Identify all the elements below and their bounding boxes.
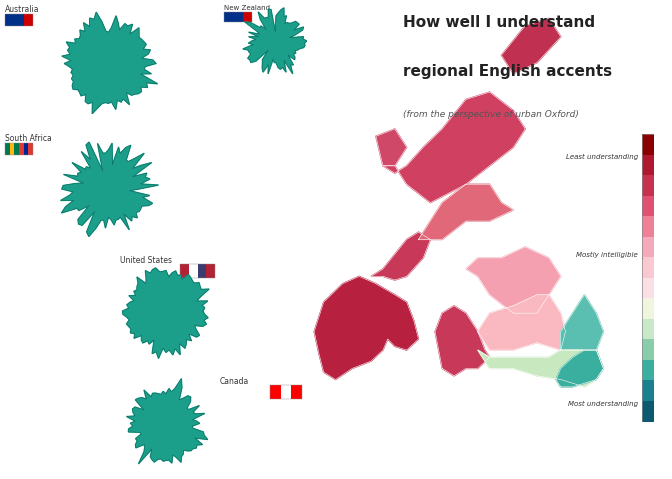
Polygon shape (435, 306, 490, 376)
Text: Australia: Australia (5, 5, 40, 14)
Bar (224, 12, 252, 22)
Bar (642, 401, 654, 422)
Bar (642, 278, 654, 298)
Bar (14, 143, 19, 155)
Polygon shape (376, 129, 407, 166)
Text: Canada: Canada (220, 377, 249, 386)
Bar (5, 14, 14, 26)
Text: New Zealand: New Zealand (224, 5, 270, 11)
Bar (9, 143, 14, 155)
Bar (224, 12, 233, 22)
Bar (198, 264, 206, 278)
Bar (270, 385, 281, 399)
Bar (642, 298, 654, 319)
Bar (642, 216, 654, 237)
Bar (19, 143, 24, 155)
Bar (281, 385, 292, 399)
Bar (180, 264, 215, 278)
Text: Mostly intelligible: Mostly intelligible (577, 252, 638, 258)
Bar (642, 319, 654, 340)
Polygon shape (466, 247, 560, 313)
Bar (642, 340, 654, 360)
Bar (292, 385, 302, 399)
Text: How well I understand: How well I understand (403, 15, 595, 30)
Bar (642, 155, 654, 175)
Bar (642, 237, 654, 257)
Bar (5, 143, 9, 155)
Text: Least understanding: Least understanding (566, 154, 638, 160)
Polygon shape (478, 350, 603, 387)
Polygon shape (478, 295, 565, 350)
Text: United States: United States (120, 256, 172, 265)
Text: Most understanding: Most understanding (568, 401, 638, 407)
Bar (642, 175, 654, 196)
Polygon shape (371, 232, 430, 280)
Polygon shape (501, 18, 560, 74)
Polygon shape (126, 379, 208, 464)
Polygon shape (60, 142, 159, 237)
Bar (642, 360, 654, 380)
Polygon shape (62, 12, 158, 114)
Bar (642, 257, 654, 278)
Polygon shape (556, 350, 603, 387)
Bar (233, 12, 243, 22)
Bar (28, 143, 33, 155)
Polygon shape (314, 276, 419, 379)
Text: (from the perspective of urban Oxford): (from the perspective of urban Oxford) (403, 110, 579, 119)
Polygon shape (122, 268, 209, 358)
Polygon shape (243, 8, 306, 74)
Bar (5, 14, 33, 26)
Text: South Africa: South Africa (5, 134, 52, 143)
Bar (24, 143, 28, 155)
Bar (180, 264, 189, 278)
Bar (642, 134, 654, 155)
Polygon shape (383, 92, 526, 203)
Bar (243, 12, 252, 22)
Bar (24, 14, 33, 26)
Bar (5, 143, 33, 155)
Bar (642, 380, 654, 401)
Bar (14, 14, 24, 26)
Bar (206, 264, 215, 278)
Polygon shape (419, 184, 513, 240)
Bar (270, 385, 302, 399)
Polygon shape (560, 295, 603, 350)
Text: regional English accents: regional English accents (403, 64, 612, 79)
Bar (189, 264, 198, 278)
Bar (642, 196, 654, 216)
